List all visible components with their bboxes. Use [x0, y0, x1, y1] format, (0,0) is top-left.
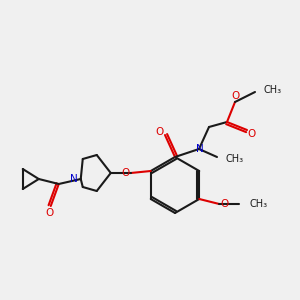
- Text: N: N: [70, 174, 78, 184]
- Text: O: O: [248, 129, 256, 139]
- Text: O: O: [122, 168, 130, 178]
- Text: CH₃: CH₃: [263, 85, 281, 95]
- Text: O: O: [156, 127, 164, 137]
- Text: N: N: [196, 144, 204, 154]
- Text: O: O: [46, 208, 54, 218]
- Text: O: O: [220, 199, 228, 209]
- Text: CH₃: CH₃: [249, 199, 267, 209]
- Text: CH₃: CH₃: [225, 154, 243, 164]
- Text: O: O: [231, 91, 239, 101]
